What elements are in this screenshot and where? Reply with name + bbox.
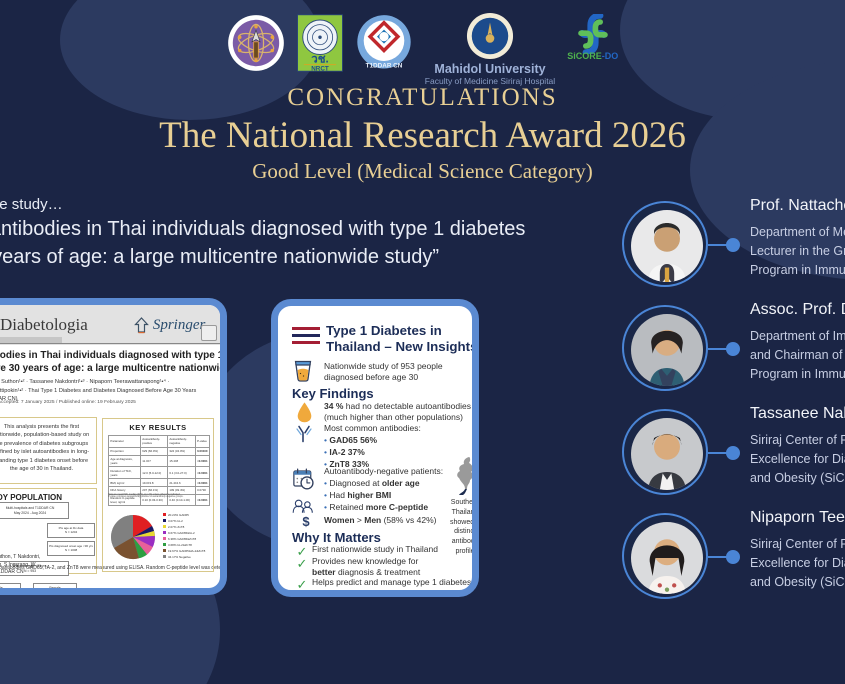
svg-text:NRCT: NRCT [311, 66, 329, 72]
svg-text:3.68% IA-2&ZnT8: 3.68% IA-2&ZnT8 [168, 543, 192, 547]
svg-text:20.23% GAD65: 20.23% GAD65 [168, 513, 189, 517]
svg-text:3.07% IA-2: 3.07% IA-2 [168, 519, 183, 523]
svg-text:T1DDAR CN: T1DDAR CN [365, 62, 402, 69]
svg-text:6.38% GAD65&ZnT8: 6.38% GAD65&ZnT8 [168, 537, 197, 541]
svg-text:34.17% Negative: 34.17% Negative [168, 555, 191, 559]
svg-text:2.07% ZnT8: 2.07% ZnT8 [168, 525, 185, 529]
svg-text:19.67% GAD65&IA-2&ZnT8: 19.67% GAD65&IA-2&ZnT8 [168, 549, 206, 553]
svg-text:9.67% GAD65&IA-2: 9.67% GAD65&IA-2 [168, 531, 195, 535]
svg-text:วช.: วช. [311, 54, 328, 66]
